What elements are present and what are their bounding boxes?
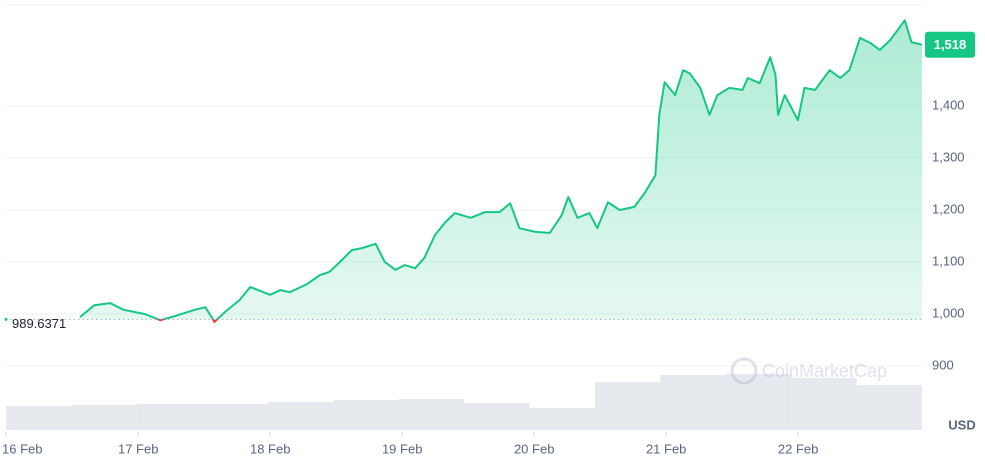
y-tick-label: 900 (932, 357, 954, 372)
area (79, 20, 922, 320)
volume-bar (398, 399, 464, 430)
y-tick-label: 1,300 (932, 149, 965, 164)
volume-bar (529, 408, 595, 430)
x-tick-label: 16 Feb (2, 441, 42, 456)
volume-bar (725, 374, 792, 430)
price-line (79, 19, 923, 320)
y-tick-label: 1,400 (932, 97, 965, 112)
volume-bar (267, 402, 334, 430)
volume-bar (202, 404, 268, 430)
volume-bar (136, 404, 203, 430)
y-tick-label: 1,200 (932, 201, 965, 216)
price-tag (925, 31, 975, 58)
price-tag-label: 1,518 (934, 37, 967, 52)
volume-bar (594, 382, 661, 430)
volume-bar (464, 403, 530, 430)
x-tick-label: 17 Feb (118, 441, 158, 456)
volume-bar (856, 385, 922, 430)
x-tick-label: 21 Feb (646, 441, 686, 456)
volume-bar (6, 406, 72, 430)
watermark: CoinMarketCap (730, 357, 887, 385)
volume-bar (660, 375, 726, 430)
x-tick-label: 18 Feb (250, 441, 290, 456)
y-unit: USD (948, 417, 975, 432)
baseline-label: 989.6371 (12, 316, 66, 331)
volume-bar (71, 405, 137, 430)
x-tick-label: 19 Feb (382, 441, 422, 456)
x-tick-label: 22 Feb (778, 441, 818, 456)
volume-bar (791, 378, 857, 430)
x-tick-label: 20 Feb (514, 441, 554, 456)
y-tick-label: 1,100 (932, 253, 965, 268)
volume-bar (333, 400, 399, 430)
watermark-text: CoinMarketCap (762, 361, 887, 381)
y-tick-label: 1,000 (932, 305, 965, 320)
start-dot (4, 317, 8, 321)
